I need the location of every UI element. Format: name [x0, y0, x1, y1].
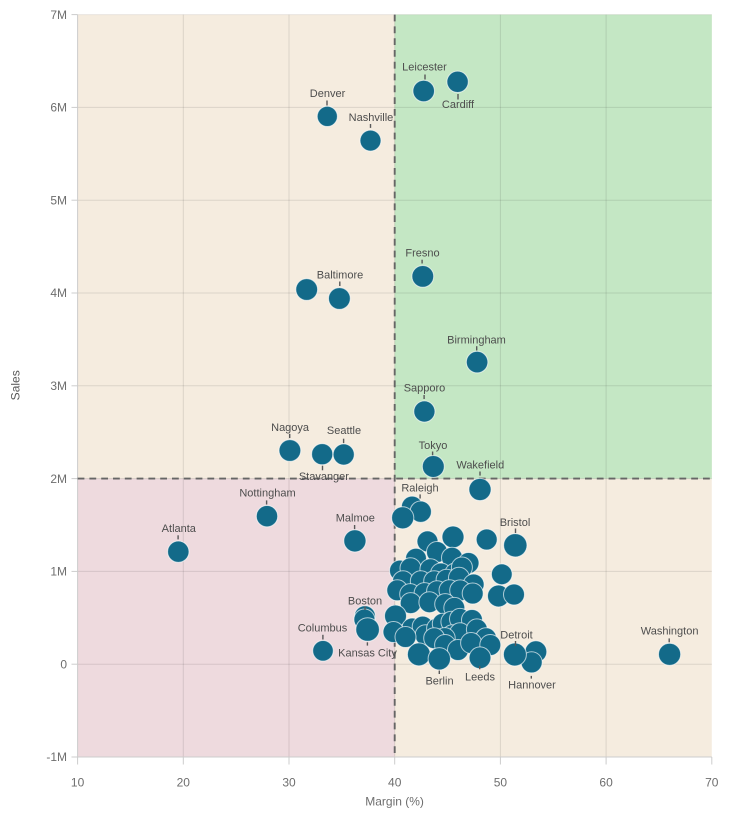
svg-text:Detroit: Detroit	[500, 630, 532, 642]
svg-text:Malmoe: Malmoe	[336, 512, 375, 524]
svg-text:5M: 5M	[50, 193, 67, 207]
svg-text:60: 60	[599, 776, 613, 790]
svg-text:1M: 1M	[50, 565, 67, 579]
svg-text:Sapporo: Sapporo	[404, 383, 446, 395]
svg-text:50: 50	[494, 776, 508, 790]
svg-text:Boston: Boston	[348, 596, 382, 608]
svg-text:-1M: -1M	[46, 750, 67, 764]
svg-text:4M: 4M	[50, 286, 67, 300]
svg-text:Wakefield: Wakefield	[456, 460, 504, 472]
svg-text:Washington: Washington	[641, 626, 699, 638]
svg-text:Nagoya: Nagoya	[271, 422, 310, 434]
svg-text:Kansas City: Kansas City	[338, 648, 397, 660]
svg-text:Bristol: Bristol	[500, 517, 531, 529]
svg-text:70: 70	[705, 776, 719, 790]
svg-text:Nashville: Nashville	[349, 112, 394, 124]
svg-text:Baltimore: Baltimore	[317, 270, 363, 282]
svg-text:Seattle: Seattle	[327, 425, 361, 437]
svg-text:7M: 7M	[50, 8, 67, 22]
svg-text:Raleigh: Raleigh	[401, 483, 438, 495]
svg-text:2M: 2M	[50, 472, 67, 486]
svg-text:10: 10	[71, 776, 85, 790]
svg-text:Berlin: Berlin	[425, 676, 453, 688]
svg-text:Leeds: Leeds	[465, 672, 495, 684]
svg-text:Cardiff: Cardiff	[442, 99, 475, 111]
svg-text:Tokyo: Tokyo	[419, 440, 448, 452]
svg-text:Sales: Sales	[9, 370, 23, 400]
svg-text:Leicester: Leicester	[402, 62, 447, 74]
svg-text:Denver: Denver	[310, 88, 346, 100]
svg-text:Margin (%): Margin (%)	[365, 795, 424, 809]
svg-text:6M: 6M	[50, 101, 67, 115]
svg-text:20: 20	[177, 776, 191, 790]
svg-text:Columbus: Columbus	[298, 623, 348, 635]
svg-text:3M: 3M	[50, 379, 67, 393]
svg-text:0: 0	[60, 657, 67, 671]
svg-text:Stavanger: Stavanger	[299, 471, 349, 483]
svg-text:40: 40	[388, 776, 402, 790]
svg-text:30: 30	[282, 776, 296, 790]
svg-text:Atlanta: Atlanta	[162, 523, 197, 535]
svg-text:Hannover: Hannover	[508, 680, 556, 692]
svg-text:Birmingham: Birmingham	[447, 335, 506, 347]
svg-text:Fresno: Fresno	[405, 247, 439, 259]
svg-text:Nottingham: Nottingham	[239, 487, 295, 499]
